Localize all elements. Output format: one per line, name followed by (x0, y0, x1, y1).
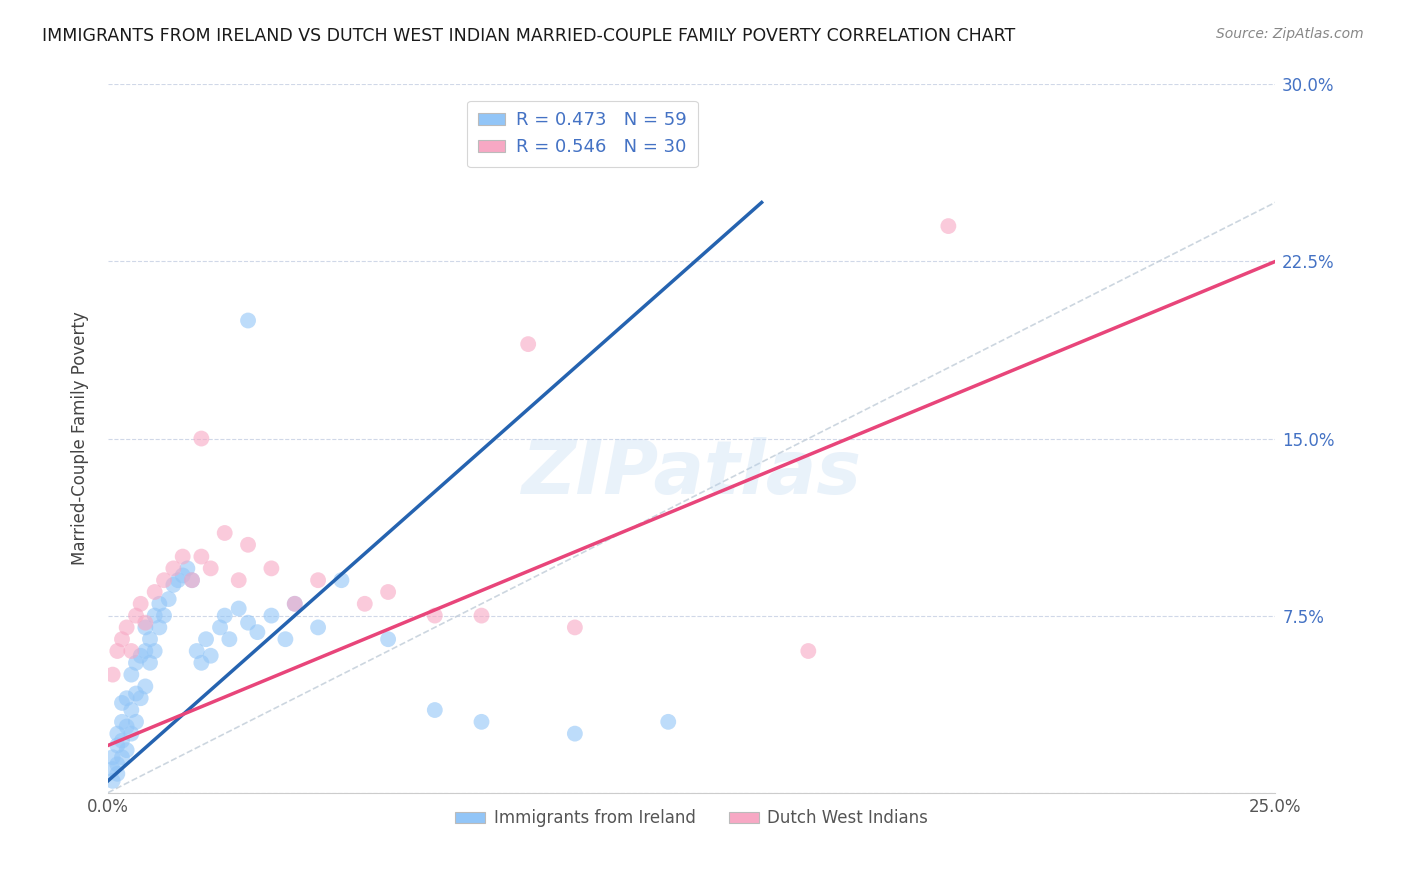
Point (228, 601, 250, 615)
Point (200, 561, 222, 575)
Legend: Immigrants from Ireland, Dutch West Indians: Immigrants from Ireland, Dutch West Indi… (449, 803, 935, 834)
Point (111, 750, 134, 764)
Point (157, 592, 180, 607)
Point (125, 656, 148, 670)
Point (307, 573, 329, 587)
Point (105, 726, 128, 740)
Point (115, 743, 138, 757)
Point (797, 644, 820, 658)
Point (101, 773, 124, 788)
Point (162, 561, 184, 575)
Point (246, 625, 269, 640)
Point (115, 691, 138, 706)
Point (236, 615, 259, 630)
Point (148, 620, 170, 634)
Point (195, 632, 218, 647)
Point (186, 644, 208, 658)
Point (423, 703, 446, 717)
Point (190, 432, 212, 446)
Point (120, 667, 142, 681)
Point (190, 549, 212, 564)
Point (129, 597, 152, 611)
Point (470, 714, 492, 729)
Point (167, 573, 190, 587)
Point (139, 632, 162, 647)
Point (134, 644, 156, 658)
Point (105, 739, 128, 753)
Point (200, 648, 222, 663)
Point (125, 714, 148, 729)
Text: Source: ZipAtlas.com: Source: ZipAtlas.com (1216, 27, 1364, 41)
Point (214, 526, 236, 541)
Point (143, 585, 166, 599)
Point (274, 632, 297, 647)
Point (139, 656, 162, 670)
Point (101, 762, 124, 776)
Point (260, 561, 283, 575)
Point (330, 573, 353, 587)
Point (153, 573, 176, 587)
Point (105, 757, 128, 772)
Point (517, 337, 540, 351)
Point (111, 632, 134, 647)
Point (470, 608, 492, 623)
Point (181, 573, 204, 587)
Point (115, 620, 138, 634)
Point (228, 573, 250, 587)
Point (125, 608, 148, 623)
Point (172, 568, 194, 582)
Point (120, 644, 142, 658)
Point (143, 608, 166, 623)
Point (353, 597, 375, 611)
Point (134, 615, 156, 630)
Text: ZIPatlas: ZIPatlas (522, 437, 862, 510)
Point (564, 620, 586, 634)
Point (236, 538, 259, 552)
Point (111, 696, 134, 710)
Point (101, 750, 124, 764)
Point (153, 608, 176, 623)
Point (218, 632, 240, 647)
Point (564, 726, 586, 740)
Point (307, 620, 329, 634)
Point (115, 720, 138, 734)
Point (105, 766, 128, 780)
Point (120, 703, 142, 717)
Point (111, 714, 134, 729)
Point (101, 667, 124, 681)
Point (284, 597, 307, 611)
Point (377, 632, 399, 647)
Point (148, 597, 170, 611)
Point (111, 733, 134, 747)
Point (190, 656, 212, 670)
Point (134, 680, 156, 694)
Text: IMMIGRANTS FROM IRELAND VS DUTCH WEST INDIAN MARRIED-COUPLE FAMILY POVERTY CORRE: IMMIGRANTS FROM IRELAND VS DUTCH WEST IN… (42, 27, 1015, 45)
Point (214, 608, 236, 623)
Point (162, 578, 184, 592)
Point (134, 620, 156, 634)
Point (172, 549, 194, 564)
Point (377, 585, 399, 599)
Point (657, 714, 679, 729)
Point (176, 561, 198, 575)
Point (209, 620, 232, 634)
Point (120, 726, 142, 740)
Point (236, 313, 259, 327)
Point (938, 219, 960, 233)
Point (129, 648, 152, 663)
Point (105, 644, 128, 658)
Point (143, 644, 166, 658)
Y-axis label: Married-Couple Family Poverty: Married-Couple Family Poverty (72, 311, 89, 566)
Point (125, 686, 148, 700)
Point (260, 608, 283, 623)
Point (423, 608, 446, 623)
Point (284, 597, 307, 611)
Point (129, 691, 152, 706)
Point (181, 573, 204, 587)
